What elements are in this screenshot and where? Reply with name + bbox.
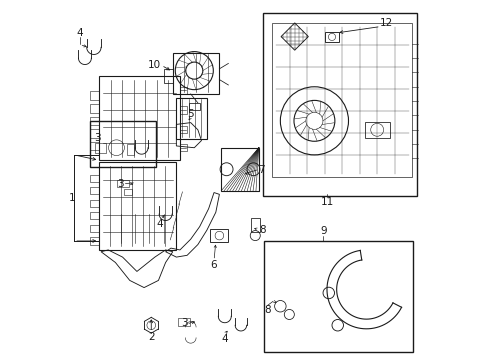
Bar: [178, 319, 189, 326]
Text: 4: 4: [76, 28, 82, 38]
Text: 6: 6: [210, 260, 217, 270]
Bar: [210, 229, 228, 242]
Bar: [90, 175, 99, 182]
Bar: [250, 218, 260, 232]
Text: 4: 4: [221, 333, 227, 343]
Bar: [99, 76, 180, 160]
Bar: [176, 98, 206, 139]
Bar: [117, 180, 128, 187]
Bar: [272, 23, 411, 177]
Bar: [89, 121, 156, 167]
Text: 10: 10: [147, 60, 161, 70]
Bar: [180, 126, 187, 134]
Bar: [180, 144, 187, 151]
Bar: [180, 87, 187, 94]
Bar: [221, 148, 258, 191]
Bar: [90, 200, 99, 207]
Bar: [172, 53, 219, 94]
Bar: [90, 91, 99, 100]
Bar: [95, 143, 105, 153]
Bar: [90, 187, 99, 194]
Bar: [180, 107, 187, 114]
Bar: [163, 69, 172, 83]
Text: 3: 3: [181, 319, 187, 328]
Bar: [90, 237, 99, 244]
Text: 8: 8: [259, 225, 265, 235]
Bar: [325, 32, 338, 42]
Bar: [264, 241, 412, 352]
Text: 8: 8: [264, 305, 270, 315]
Text: 3: 3: [94, 133, 101, 143]
Bar: [364, 122, 389, 138]
Text: 11: 11: [320, 197, 333, 207]
Bar: [188, 103, 199, 110]
Text: 3: 3: [117, 179, 124, 189]
Bar: [124, 189, 132, 195]
Bar: [90, 129, 99, 138]
Bar: [127, 144, 133, 155]
Bar: [90, 212, 99, 220]
Text: 2: 2: [148, 332, 154, 342]
Bar: [90, 225, 99, 232]
Text: 12: 12: [379, 18, 392, 28]
Text: 7: 7: [258, 165, 264, 175]
Bar: [90, 141, 99, 150]
Text: 4: 4: [157, 219, 163, 229]
Bar: [263, 13, 416, 196]
Text: 1: 1: [68, 193, 75, 203]
Bar: [90, 104, 99, 113]
Text: 5: 5: [187, 109, 194, 119]
Bar: [99, 162, 176, 250]
Bar: [90, 117, 99, 125]
Text: 9: 9: [320, 226, 326, 236]
